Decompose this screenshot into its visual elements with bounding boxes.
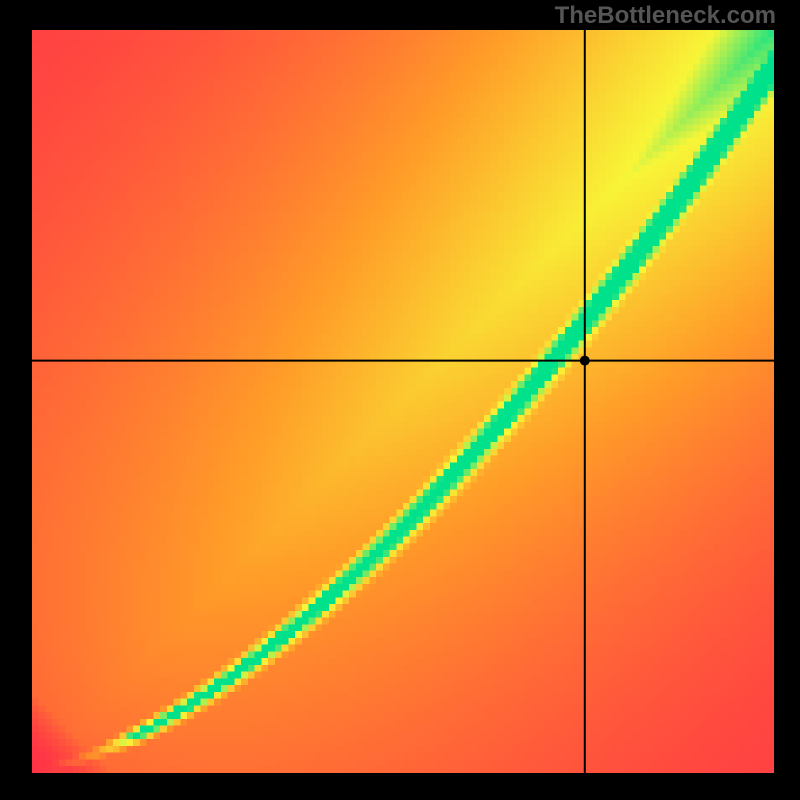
chart-container: TheBottleneck.com <box>0 0 800 800</box>
watermark-text: TheBottleneck.com <box>555 2 776 30</box>
heatmap-canvas <box>32 30 774 773</box>
